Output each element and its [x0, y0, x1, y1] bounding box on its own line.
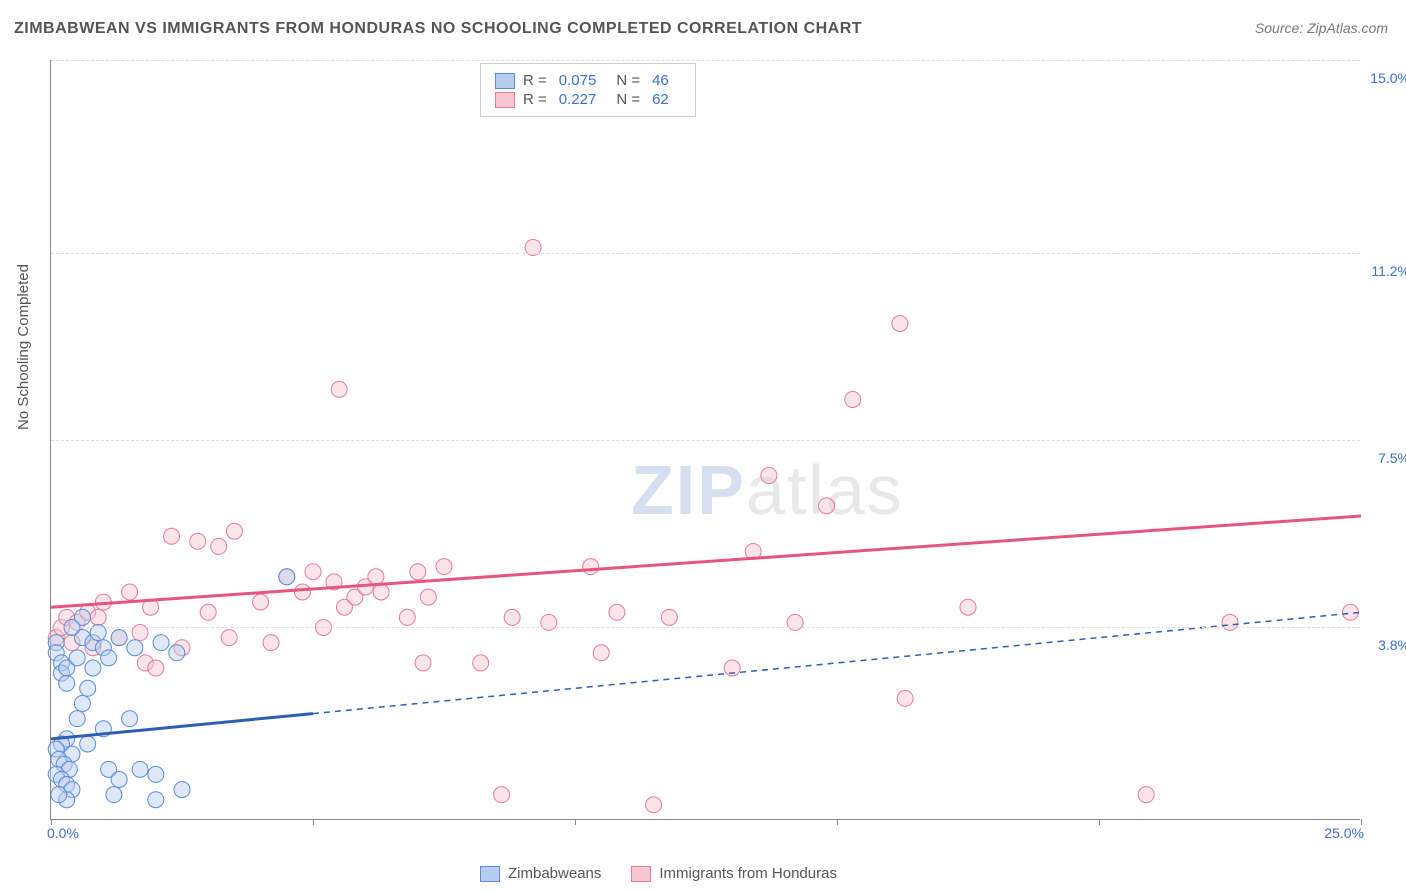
- bottom-legend: Zimbabweans Immigrants from Honduras: [480, 865, 837, 882]
- trendline-solid: [51, 516, 1361, 607]
- data-point: [90, 609, 106, 625]
- data-point: [305, 564, 321, 580]
- data-point: [111, 630, 127, 646]
- data-point: [164, 528, 180, 544]
- data-point: [661, 609, 677, 625]
- swatch-blue-2: [480, 866, 500, 882]
- data-point: [819, 498, 835, 514]
- data-point: [59, 675, 75, 691]
- data-point: [761, 467, 777, 483]
- data-point: [174, 782, 190, 798]
- data-point: [253, 594, 269, 610]
- x-tick: [313, 819, 314, 825]
- data-point: [263, 635, 279, 651]
- x-tick: [575, 819, 576, 825]
- data-point: [399, 609, 415, 625]
- data-point: [127, 640, 143, 656]
- y-tick-label: 11.2%: [1360, 263, 1406, 279]
- data-point: [892, 315, 908, 331]
- gridline: [51, 253, 1360, 254]
- data-point: [609, 604, 625, 620]
- gridline: [51, 60, 1360, 61]
- x-tick-label-left: 0.0%: [47, 825, 79, 841]
- data-point: [122, 584, 138, 600]
- stats-legend-box: R =0.075 N =46 R =0.227 N =62: [480, 63, 696, 117]
- stats-row-zimbabweans: R =0.075 N =46: [495, 72, 681, 89]
- data-point: [415, 655, 431, 671]
- data-point: [960, 599, 976, 615]
- data-point: [148, 660, 164, 676]
- data-point: [190, 533, 206, 549]
- trendline-solid: [51, 714, 313, 739]
- data-point: [69, 711, 85, 727]
- data-point: [373, 584, 389, 600]
- stats-row-honduras: R =0.227 N =62: [495, 91, 681, 108]
- y-tick-label: 7.5%: [1360, 450, 1406, 466]
- x-tick-label-right: 25.0%: [1324, 825, 1364, 841]
- data-point: [646, 797, 662, 813]
- y-tick-label: 3.8%: [1360, 637, 1406, 653]
- swatch-blue: [495, 73, 515, 89]
- data-point: [122, 711, 138, 727]
- data-point: [1138, 787, 1154, 803]
- y-axis-label: No Schooling Completed: [15, 264, 32, 430]
- data-point: [331, 381, 347, 397]
- data-point: [368, 569, 384, 585]
- data-point: [295, 584, 311, 600]
- y-tick-label: 15.0%: [1360, 70, 1406, 86]
- swatch-pink: [495, 92, 515, 108]
- data-point: [593, 645, 609, 661]
- data-point: [226, 523, 242, 539]
- data-point: [169, 645, 185, 661]
- data-point: [494, 787, 510, 803]
- data-point: [504, 609, 520, 625]
- data-point: [221, 630, 237, 646]
- legend-item-honduras: Immigrants from Honduras: [631, 865, 837, 882]
- data-point: [200, 604, 216, 620]
- data-point: [897, 690, 913, 706]
- data-point: [436, 559, 452, 575]
- data-point: [80, 680, 96, 696]
- gridline: [51, 627, 1360, 628]
- data-point: [148, 766, 164, 782]
- data-point: [473, 655, 489, 671]
- data-point: [101, 650, 117, 666]
- source-attribution: Source: ZipAtlas.com: [1255, 20, 1388, 36]
- data-point: [106, 787, 122, 803]
- data-point: [69, 650, 85, 666]
- x-tick: [837, 819, 838, 825]
- data-point: [148, 792, 164, 808]
- data-point: [211, 538, 227, 554]
- data-point: [80, 736, 96, 752]
- x-tick: [1099, 819, 1100, 825]
- data-point: [85, 660, 101, 676]
- data-point: [845, 391, 861, 407]
- data-point: [132, 761, 148, 777]
- data-point: [51, 787, 67, 803]
- swatch-pink-2: [631, 866, 651, 882]
- data-point: [583, 559, 599, 575]
- legend-item-zimbabweans: Zimbabweans: [480, 865, 601, 882]
- data-point: [74, 695, 90, 711]
- data-point: [410, 564, 426, 580]
- gridline: [51, 440, 1360, 441]
- data-point: [153, 635, 169, 651]
- data-point: [279, 569, 295, 585]
- chart-title: ZIMBABWEAN VS IMMIGRANTS FROM HONDURAS N…: [14, 20, 862, 38]
- data-point: [111, 771, 127, 787]
- chart-plot-area: ZIPatlas 3.8%7.5%11.2%15.0%0.0%25.0%: [50, 60, 1360, 820]
- data-point: [420, 589, 436, 605]
